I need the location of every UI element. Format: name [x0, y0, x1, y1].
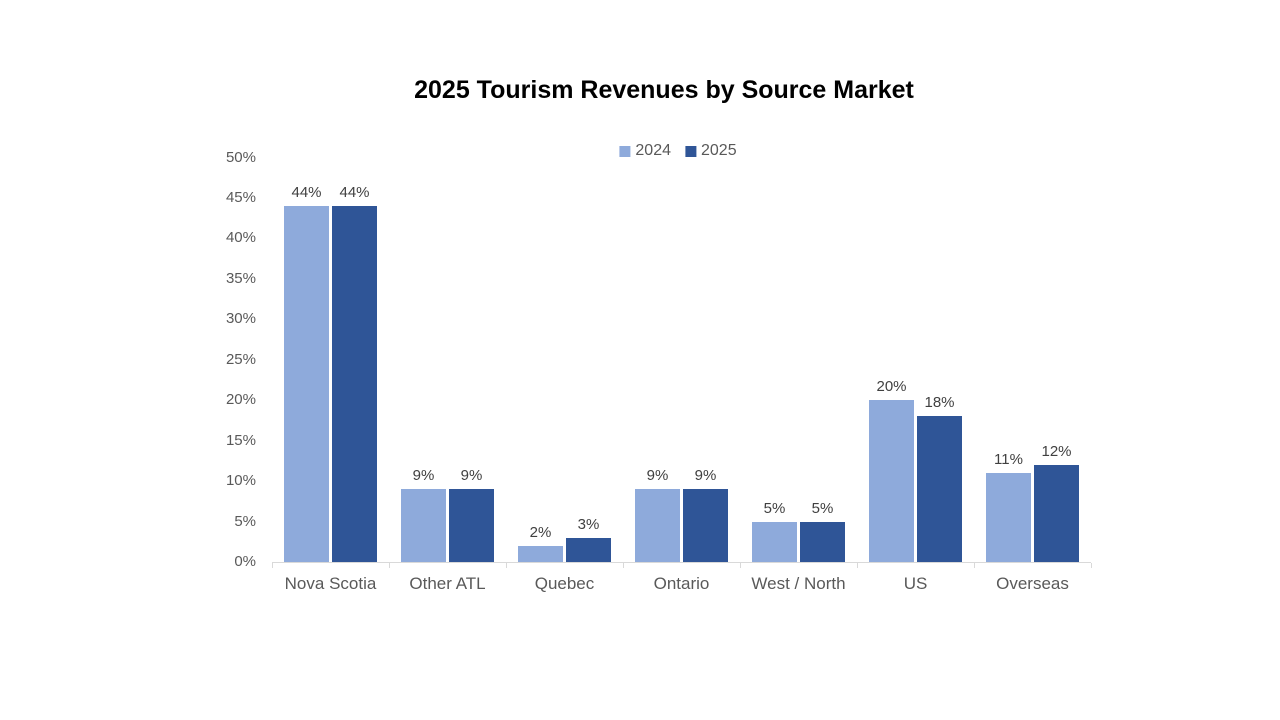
y-axis-label: 20% — [225, 391, 256, 409]
x-axis-tick — [740, 563, 741, 568]
y-axis-label: 15% — [225, 431, 256, 449]
bar-2024 — [518, 546, 563, 562]
bar-2025 — [917, 416, 962, 562]
bar-value-label: 20% — [876, 378, 907, 395]
x-axis-label: West / North — [751, 574, 846, 593]
y-axis-label: 30% — [225, 310, 256, 328]
x-axis-line — [272, 562, 1091, 563]
x-axis-label: Nova Scotia — [284, 574, 377, 593]
y-axis-label: 25% — [225, 350, 256, 368]
bar-value-label: 2% — [529, 524, 552, 541]
x-axis-tick — [272, 563, 273, 568]
legend-item-2024: 2024 — [619, 142, 671, 160]
x-axis-tick — [1091, 563, 1092, 568]
bar-value-label: 12% — [1041, 443, 1072, 460]
bar-2024 — [752, 522, 797, 562]
y-axis-label: 10% — [225, 472, 256, 490]
bar-2025 — [1034, 465, 1079, 562]
bar-value-label: 9% — [412, 467, 435, 484]
bar-value-label: 9% — [646, 467, 669, 484]
bar-2025 — [566, 538, 611, 562]
legend-swatch-2025 — [685, 145, 696, 157]
y-axis-label: 0% — [234, 553, 256, 570]
y-axis-label: 5% — [234, 512, 256, 530]
bar-2025 — [332, 206, 377, 562]
bar-value-label: 9% — [460, 467, 483, 484]
x-axis-label: US — [903, 574, 928, 593]
bar-value-label: 5% — [811, 500, 834, 517]
bar-2024 — [986, 473, 1031, 562]
legend-swatch-2024 — [619, 145, 631, 157]
x-axis-label: Quebec — [534, 574, 595, 593]
y-axis-label: 35% — [225, 269, 256, 287]
bar-value-label: 11% — [994, 451, 1023, 468]
x-axis-label: Ontario — [653, 574, 710, 593]
bar-2024 — [284, 206, 329, 562]
y-axis-label: 50% — [225, 148, 256, 166]
legend-item-2025: 2025 — [685, 142, 737, 160]
x-axis-tick — [623, 563, 624, 568]
legend-label-2024: 2024 — [635, 142, 671, 159]
bar-value-label: 9% — [694, 467, 717, 484]
bar-value-label: 44% — [339, 184, 370, 201]
bar-value-label: 44% — [291, 184, 322, 201]
x-axis-label: Overseas — [996, 574, 1069, 593]
y-axis-label: 40% — [225, 229, 256, 247]
y-axis-label: 45% — [225, 188, 256, 206]
x-axis-tick — [389, 563, 390, 568]
x-axis-tick — [974, 563, 975, 568]
bar-value-label: 5% — [763, 500, 786, 517]
chart-title: 2025 Tourism Revenues by Source Market — [414, 76, 914, 104]
bar-2024 — [401, 489, 446, 562]
x-axis-tick — [506, 563, 507, 568]
bar-2024 — [635, 489, 680, 562]
chart-legend: 2024 2025 — [619, 142, 737, 160]
x-axis-tick — [857, 563, 858, 568]
bar-2025 — [683, 489, 728, 562]
bar-value-label: 18% — [924, 394, 955, 411]
bar-value-label: 3% — [577, 516, 600, 533]
bar-2024 — [869, 400, 914, 562]
legend-label-2025: 2025 — [701, 142, 737, 159]
bar-2025 — [800, 522, 845, 562]
x-axis-label: Other ATL — [409, 574, 486, 593]
bar-2025 — [449, 489, 494, 562]
